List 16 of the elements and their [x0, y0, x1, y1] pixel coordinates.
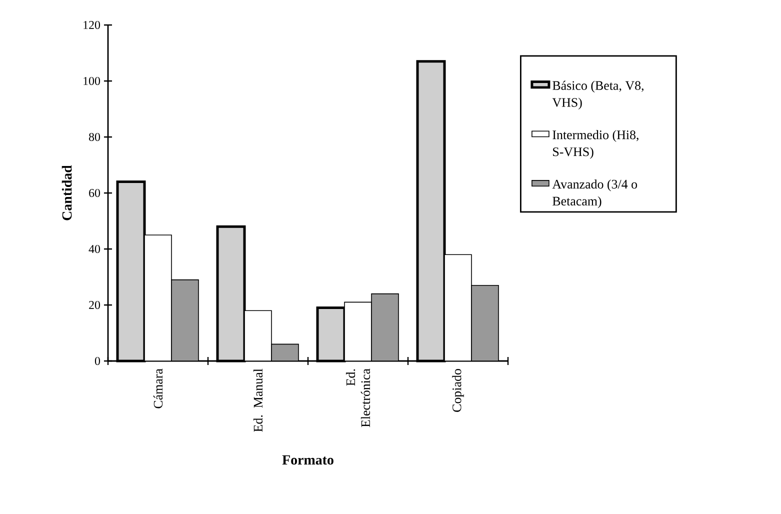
y-tick-label: 60 [89, 188, 100, 198]
y-tick-label: 20 [89, 300, 100, 310]
legend-label: Básico (Beta, V8, VHS) [552, 80, 644, 110]
y-tick-label: 0 [94, 356, 100, 366]
legend-label: Intermedio (Hi8, S-VHS) [552, 130, 638, 159]
y-tick-label: 80 [88, 132, 100, 142]
y-tick-label: 100 [84, 76, 100, 86]
y-axis-title: Cantidad [62, 165, 72, 220]
y-tick-label: 120 [84, 20, 100, 30]
y-tick-label: 40 [88, 244, 100, 254]
x-axis-title: Formato [282, 455, 334, 465]
x-tick-label: Cámara [153, 368, 163, 408]
x-tick-label: Ed. Manual [253, 368, 263, 432]
x-tick-label: Copiado [452, 369, 464, 412]
legend-label: Avanzado (3/4 o Betacam) [552, 179, 638, 208]
x-tick-label: Ed. Electrónica [346, 368, 370, 428]
